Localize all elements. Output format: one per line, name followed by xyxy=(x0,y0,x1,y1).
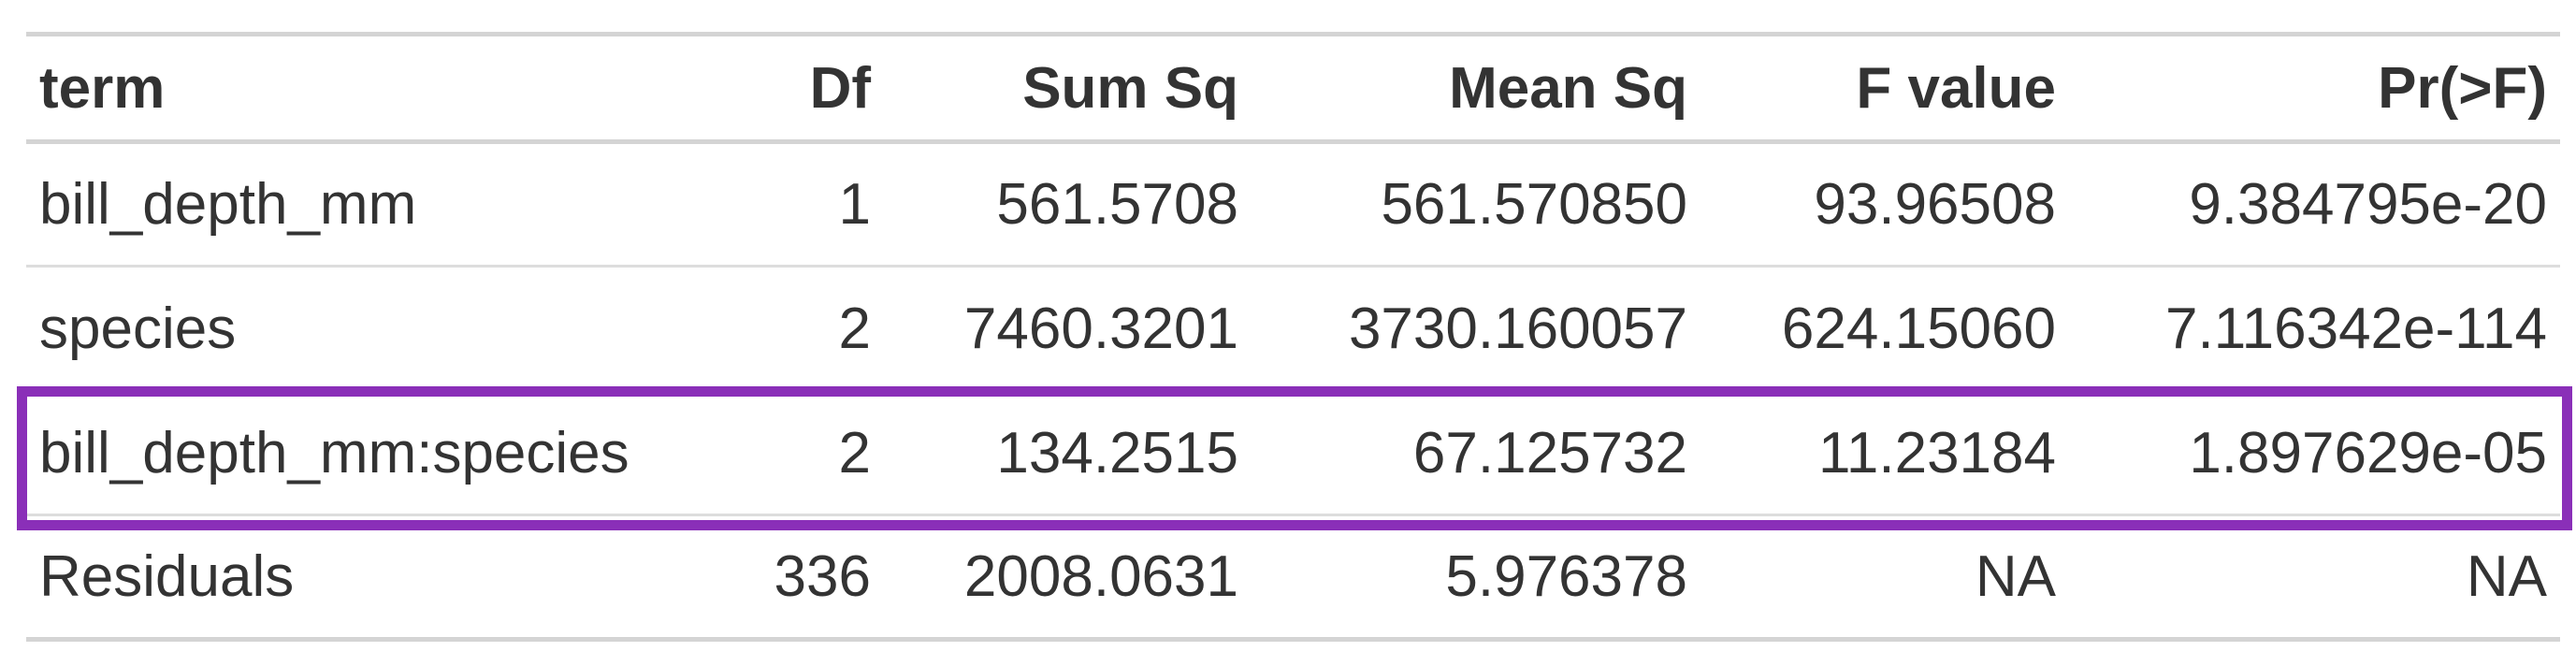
anova-table-container: term Df Sum Sq Mean Sq F value Pr(>F) bi… xyxy=(26,32,2560,642)
cell-pr-f: 1.897629e-05 xyxy=(2069,390,2560,516)
header-row: term Df Sum Sq Mean Sq F value Pr(>F) xyxy=(26,34,2560,142)
cell-df: 2 xyxy=(753,266,884,392)
column-header-f-value: F value xyxy=(1856,55,2056,121)
table-row: bill_depth_mm 1 561.5708 561.570850 93.9… xyxy=(26,141,2560,268)
table-row: species 2 7460.3201 3730.160057 624.1506… xyxy=(26,266,2560,392)
cell-df: 1 xyxy=(753,141,884,268)
column-header-sum-sq: Sum Sq xyxy=(1022,55,1238,121)
cell-sum-sq: 2008.0631 xyxy=(884,514,1252,642)
cell-mean-sq: 67.125732 xyxy=(1252,390,1700,516)
cell-mean-sq: 3730.160057 xyxy=(1252,266,1700,392)
table-body: bill_depth_mm 1 561.5708 561.570850 93.9… xyxy=(26,141,2560,642)
cell-term: Residuals xyxy=(26,514,753,642)
cell-sum-sq: 561.5708 xyxy=(884,141,1252,268)
cell-pr-f: 9.384795e-20 xyxy=(2069,141,2560,268)
table-header: term Df Sum Sq Mean Sq F value Pr(>F) xyxy=(26,34,2560,142)
cell-term: species xyxy=(26,266,753,392)
cell-mean-sq: 561.570850 xyxy=(1252,141,1700,268)
cell-sum-sq: 7460.3201 xyxy=(884,266,1252,392)
cell-f-value: 11.23184 xyxy=(1700,390,2069,516)
cell-pr-f: NA xyxy=(2069,514,2560,642)
column-header-term: term xyxy=(39,55,166,121)
column-header-df: Df xyxy=(809,55,871,121)
cell-term: bill_depth_mm xyxy=(26,141,753,268)
cell-f-value: 93.96508 xyxy=(1700,141,2069,268)
column-header-pr-f: Pr(>F) xyxy=(2378,55,2547,121)
cell-f-value: NA xyxy=(1700,514,2069,642)
table-row: Residuals 336 2008.0631 5.976378 NA NA xyxy=(26,514,2560,642)
cell-f-value: 624.15060 xyxy=(1700,266,2069,392)
cell-term: bill_depth_mm:species xyxy=(26,390,753,516)
cell-sum-sq: 134.2515 xyxy=(884,390,1252,516)
cell-mean-sq: 5.976378 xyxy=(1252,514,1700,642)
anova-table: term Df Sum Sq Mean Sq F value Pr(>F) bi… xyxy=(26,32,2560,642)
cell-pr-f: 7.116342e-114 xyxy=(2069,266,2560,392)
cell-df: 336 xyxy=(753,514,884,642)
table-row-highlighted: bill_depth_mm:species 2 134.2515 67.1257… xyxy=(26,390,2560,516)
column-header-mean-sq: Mean Sq xyxy=(1449,55,1687,121)
cell-df: 2 xyxy=(753,390,884,516)
